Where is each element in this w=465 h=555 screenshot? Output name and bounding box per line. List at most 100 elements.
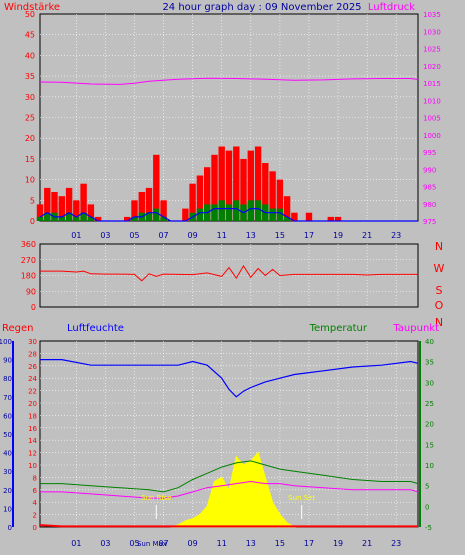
wind-speed-bar [269, 208, 276, 221]
wind-gust-bar [189, 183, 196, 221]
temperature-label: Temperatur [309, 323, 368, 334]
climate-x-tick-label: 11 [217, 539, 227, 548]
wind-speed-label: Windstärke [4, 2, 60, 13]
rain-axis-tick-label: 4 [33, 499, 38, 507]
wind-axis-tick-label: 25 [25, 114, 35, 123]
compass-label: N [435, 316, 443, 329]
sun-set-label: Sun Set [288, 494, 315, 502]
wind-x-tick-label: 11 [217, 231, 227, 240]
wind-speed-bar [254, 200, 262, 221]
temperature-axis-tick-label: 40 [425, 338, 434, 346]
rain-axis-tick-label: 30 [28, 338, 37, 346]
wind-gust-bar [87, 204, 95, 221]
wind-gust-bar [334, 216, 342, 221]
humidity-axis-tick-label: 90 [3, 357, 12, 365]
climate-x-tick-label: 17 [304, 539, 314, 548]
temperature-axis-tick-label: 20 [425, 421, 434, 429]
wind-gust-bar [58, 196, 65, 221]
compass-label: O [435, 299, 444, 312]
wind-x-tick-label: 03 [100, 231, 110, 240]
pressure-line [39, 77, 419, 85]
graph-title: 24 hour graph day : 09 November 2025 [162, 2, 361, 13]
pressure-axis-tick-label: 1020 [423, 63, 441, 71]
wind-speed-bar [160, 216, 167, 221]
rain-axis-tick-label: 26 [28, 363, 37, 371]
wind-x-tick-label: 13 [246, 231, 256, 240]
rain-axis-tick-label: 20 [28, 400, 37, 408]
wind-average-line [39, 208, 418, 222]
compass-label: N [435, 240, 443, 253]
climate-x-tick-label: 01 [71, 539, 81, 548]
direction-axis-tick-label: 90 [26, 287, 36, 296]
rain-label: Regen [2, 323, 34, 334]
rain-axis-tick-label: 14 [28, 437, 37, 445]
rain-axis-tick-label: 28 [28, 350, 37, 358]
temperature-axis-tick-label: 5 [425, 483, 429, 491]
wind-axis-tick-label: 50 [25, 10, 35, 19]
wind-speed-bar [225, 204, 233, 221]
rain-axis-tick-label: 10 [28, 462, 37, 470]
humidity-line [40, 359, 419, 398]
humidity-axis-tick-label: 0 [8, 524, 12, 532]
wind-x-tick-label: 21 [362, 231, 372, 240]
pressure-axis-tick-label: 1010 [423, 97, 441, 105]
temperature-axis-tick-label: 15 [425, 441, 434, 449]
wind-gust-bar [233, 146, 240, 221]
wind-axis-tick-label: 35 [25, 72, 35, 81]
humidity-axis-tick-label: 70 [3, 394, 12, 402]
rain-axis-tick-label: 12 [28, 450, 37, 458]
rain-axis-tick-label: 8 [33, 474, 37, 482]
pressure-axis-tick-label: 975 [423, 218, 436, 226]
pressure-axis-tick-label: 990 [423, 166, 436, 174]
wind-gust-bar [94, 216, 102, 221]
wind-gust-bar [44, 187, 51, 221]
pressure-axis-tick-label: 1015 [423, 80, 441, 88]
pressure-axis-tick-label: 1035 [423, 11, 441, 19]
wind-gust-bar [204, 167, 211, 221]
wind-speed-bar [87, 216, 95, 221]
compass-label: S [436, 284, 443, 297]
pressure-axis-tick-label: 1025 [423, 46, 441, 54]
wind-speed-bar [131, 216, 138, 221]
humidity-axis-tick-label: 10 [3, 505, 12, 513]
wind-gust-bar [138, 192, 145, 221]
pressure-axis-tick-label: 995 [423, 149, 436, 157]
climate-x-tick-label: 21 [362, 539, 372, 548]
humidity-label: Luftfeuchte [67, 323, 124, 334]
wind-speed-bar [44, 212, 51, 221]
wind-speed-bar [211, 204, 218, 221]
humidity-axis-tick-label: 30 [3, 468, 12, 476]
wind-gust-bar [124, 216, 131, 221]
wind-gust-bar [269, 171, 276, 221]
wind-speed-bar [233, 200, 240, 221]
climate-x-tick-label: 05 [129, 539, 139, 548]
climate-x-tick-label: 13 [246, 539, 256, 548]
sun-rise-label: Sun Rise [141, 494, 171, 502]
wind-speed-bar [276, 208, 284, 221]
wind-x-tick-label: 19 [333, 231, 343, 240]
pressure-axis-tick-label: 1000 [423, 132, 441, 140]
wind-speed-bar [80, 212, 87, 221]
wind-x-tick-label: 07 [158, 231, 168, 240]
humidity-axis-tick-label: 20 [3, 487, 12, 495]
temperature-axis-tick-label: 25 [425, 400, 434, 408]
wind-gust-bar [240, 158, 247, 221]
wind-gust-bar [51, 192, 58, 221]
rain-axis-tick-label: 16 [28, 425, 37, 433]
climate-x-tick-label: 15 [275, 539, 285, 548]
temperature-line [40, 460, 419, 493]
wind-gust-bar [65, 187, 73, 221]
wind-speed-bar [283, 216, 291, 221]
wind-x-tick-label: 23 [391, 231, 401, 240]
rain-axis-tick-label: 22 [28, 388, 37, 396]
rain-axis-tick-label: 6 [33, 487, 38, 495]
sun-area [170, 451, 297, 528]
direction-axis-tick-label: 180 [21, 272, 36, 281]
pressure-axis-tick-label: 980 [423, 201, 436, 209]
wind-gust-bar [291, 212, 298, 221]
climate-x-tick-label: 03 [100, 539, 110, 548]
temperature-axis-tick-label: 10 [425, 462, 434, 470]
wind-speed-bar [58, 216, 65, 221]
wind-gust-bar [36, 204, 44, 221]
